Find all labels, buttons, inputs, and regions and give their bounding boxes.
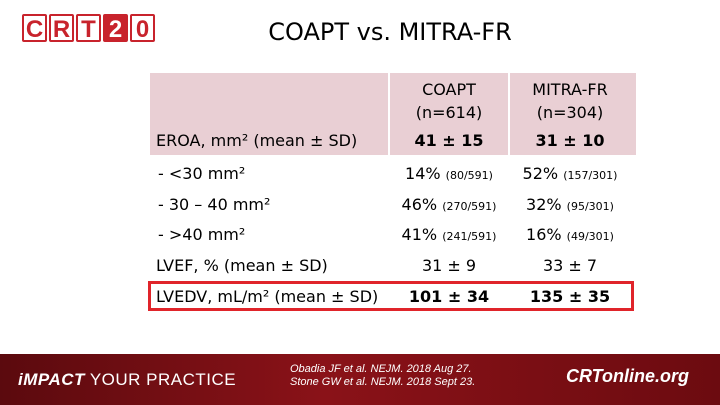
pct-value: 16%: [526, 225, 562, 244]
cell-mitra-lt30: 52% (157/301): [510, 164, 630, 183]
cell-coapt-lvef: 31 ± 9: [421, 256, 477, 275]
count-value: (80/591): [445, 169, 493, 182]
cell-coapt-lt30: 14% (80/591): [390, 164, 508, 183]
header-band-coapt: [390, 73, 508, 155]
header-band-mitra: [510, 73, 636, 155]
pct-value: 41%: [401, 225, 438, 244]
logo-letter: 2: [103, 14, 128, 43]
crt20-logo: C R T 2 0: [22, 14, 155, 43]
cell-mitra-lvedv: 135 ± 35: [529, 287, 611, 306]
cell-mitra-eroa: 31 ± 10: [535, 131, 605, 150]
cell-mitra-lvef: 33 ± 7: [542, 256, 598, 275]
footer-tagline: iMPACT YOUR PRACTICE: [18, 370, 236, 390]
logo-letter: R: [49, 14, 74, 43]
header-mitra-name: MITRA-FR: [532, 80, 608, 99]
logo-letter: T: [76, 14, 101, 43]
header-mitra-n: (n=304): [536, 103, 604, 122]
count-value: (157/301): [563, 169, 618, 182]
header-coapt-name: COAPT: [422, 80, 476, 99]
tagline-impact: iMPACT: [18, 370, 85, 389]
lvedv-highlight-box: [148, 281, 634, 311]
pct-value: 14%: [405, 164, 441, 183]
row-label-eroa-30-40: - 30 – 40 mm²: [158, 195, 271, 214]
crtonline-logo: CRTonline.org: [566, 366, 689, 386]
row-label-eroa-lt30: - <30 mm²: [158, 164, 246, 183]
pct-value: 52%: [522, 164, 559, 183]
cell-coapt-eroa: 41 ± 15: [414, 131, 484, 150]
row-label-eroa-gt40: - >40 mm²: [158, 225, 246, 244]
cell-coapt-gt40: 41% (241/591): [390, 225, 508, 244]
header-coapt-n: (n=614): [415, 103, 483, 122]
count-value: (241/591): [442, 230, 497, 243]
header-band-label: [150, 73, 388, 155]
logo-letter: C: [22, 14, 47, 43]
cell-coapt-lvedv: 101 ± 34: [408, 287, 490, 306]
citation-line-1: Obadia JF et al. NEJM. 2018 Aug 27.: [290, 363, 472, 375]
pct-value: 46%: [401, 195, 438, 214]
row-label-lvedv: LVEDV, mL/m² (mean ± SD): [156, 287, 379, 306]
cell-mitra-30-40: 32% (95/301): [510, 195, 630, 214]
citation-line-2: Stone GW et al. NEJM. 2018 Sept 23.: [290, 376, 476, 388]
row-label-lvef: LVEF, % (mean ± SD): [156, 256, 328, 275]
logo-letter: 0: [130, 14, 155, 43]
footer-citation: Obadia JF et al. NEJM. 2018 Aug 27. Ston…: [290, 363, 475, 389]
pct-value: 32%: [526, 195, 562, 214]
cell-coapt-30-40: 46% (270/591): [390, 195, 508, 214]
footer-banner: iMPACT YOUR PRACTICE Obadia JF et al. NE…: [0, 354, 720, 405]
cell-mitra-gt40: 16% (49/301): [510, 225, 630, 244]
row-label-eroa: EROA, mm² (mean ± SD): [156, 131, 358, 150]
slide-title: COAPT vs. MITRA-FR: [268, 18, 512, 46]
tagline-rest: YOUR PRACTICE: [84, 370, 237, 389]
count-value: (270/591): [442, 200, 497, 213]
count-value: (49/301): [566, 230, 614, 243]
count-value: (95/301): [566, 200, 614, 213]
